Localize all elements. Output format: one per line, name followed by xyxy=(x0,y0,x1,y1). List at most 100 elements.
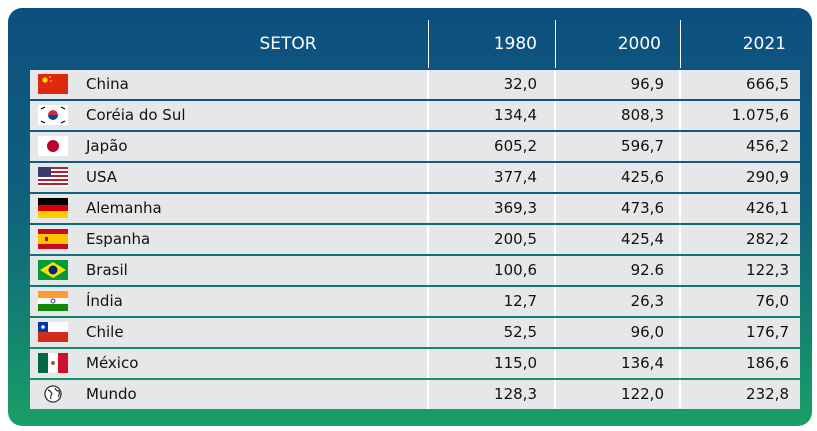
column-divider xyxy=(554,380,556,409)
column-divider xyxy=(679,101,681,130)
column-divider xyxy=(554,256,556,285)
country-name: Alemanha xyxy=(86,199,162,217)
value-cell: 100,6 xyxy=(494,261,537,279)
value-cell: 52,5 xyxy=(503,323,537,341)
flag-icon xyxy=(38,322,68,342)
flag-icon xyxy=(38,260,68,280)
value-cell: 666,5 xyxy=(746,75,789,93)
column-divider xyxy=(679,380,681,409)
column-divider xyxy=(554,132,556,161)
value-cell: 32,0 xyxy=(503,75,537,93)
country-name: Mundo xyxy=(86,385,137,403)
column-divider xyxy=(554,318,556,347)
table-card: SETOR 1980 2000 2021 China 32,0 96,9 666,5 C… xyxy=(8,8,812,426)
column-divider xyxy=(427,225,429,254)
column-divider xyxy=(427,318,429,347)
column-divider xyxy=(679,349,681,378)
flag-icon xyxy=(38,198,68,218)
country-name: Índia xyxy=(86,292,123,310)
column-divider xyxy=(427,380,429,409)
value-cell: 12,7 xyxy=(503,292,537,310)
column-divider xyxy=(427,132,429,161)
header-divider xyxy=(680,20,681,68)
table-row: Índia 12,7 26,3 76,0 xyxy=(30,287,800,316)
value-cell: 128,3 xyxy=(494,385,537,403)
column-divider xyxy=(679,163,681,192)
table-row: China 32,0 96,9 666,5 xyxy=(30,70,800,99)
column-divider xyxy=(679,225,681,254)
column-divider xyxy=(679,318,681,347)
column-divider xyxy=(427,70,429,99)
column-divider xyxy=(427,349,429,378)
column-divider xyxy=(554,101,556,130)
table-row: Mundo 128,3 122,0 232,8 xyxy=(30,380,800,409)
country-name: Chile xyxy=(86,323,124,341)
value-cell: 92.6 xyxy=(630,261,664,279)
value-cell: 473,6 xyxy=(621,199,664,217)
value-cell: 96,0 xyxy=(630,323,664,341)
value-cell: 232,8 xyxy=(746,385,789,403)
value-cell: 176,7 xyxy=(746,323,789,341)
header-divider xyxy=(555,20,556,68)
header-divider xyxy=(428,20,429,68)
table-row: Brasil 100,6 92.6 122,3 xyxy=(30,256,800,285)
column-divider xyxy=(427,287,429,316)
value-cell: 456,2 xyxy=(746,137,789,155)
column-divider xyxy=(679,132,681,161)
flag-icon xyxy=(44,385,62,403)
flag-icon xyxy=(38,136,68,156)
column-divider xyxy=(554,194,556,223)
country-name: Japão xyxy=(86,137,128,155)
table-row: Alemanha 369,3 473,6 426,1 xyxy=(30,194,800,223)
country-name: USA xyxy=(86,168,118,186)
value-cell: 76,0 xyxy=(755,292,789,310)
value-cell: 200,5 xyxy=(494,230,537,248)
country-name: Brasil xyxy=(86,261,128,279)
value-cell: 115,0 xyxy=(494,354,537,372)
table-row: México 115,0 136,4 186,6 xyxy=(30,349,800,378)
column-divider xyxy=(427,163,429,192)
country-name: Coréia do Sul xyxy=(86,106,186,124)
flag-icon xyxy=(38,353,68,373)
value-cell: 134,4 xyxy=(494,106,537,124)
country-name: China xyxy=(86,75,129,93)
table-row: Japão 605,2 596,7 456,2 xyxy=(30,132,800,161)
value-cell: 425,4 xyxy=(621,230,664,248)
value-cell: 96,9 xyxy=(630,75,664,93)
table-row: Chile 52,5 96,0 176,7 xyxy=(30,318,800,347)
value-cell: 282,2 xyxy=(746,230,789,248)
column-divider xyxy=(679,194,681,223)
column-divider xyxy=(679,256,681,285)
flag-icon xyxy=(38,291,68,311)
value-cell: 122,3 xyxy=(746,261,789,279)
header-cell: SETOR xyxy=(259,34,317,54)
column-divider xyxy=(679,70,681,99)
column-divider xyxy=(554,70,556,99)
header-cell: 1980 xyxy=(493,34,537,54)
value-cell: 369,3 xyxy=(494,199,537,217)
flag-icon xyxy=(38,105,68,125)
table-row: Espanha 200,5 425,4 282,2 xyxy=(30,225,800,254)
value-cell: 425,6 xyxy=(621,168,664,186)
column-divider xyxy=(554,349,556,378)
value-cell: 122,0 xyxy=(621,385,664,403)
country-name: México xyxy=(86,354,139,372)
flag-icon xyxy=(38,167,68,187)
header-cell: 2021 xyxy=(742,34,786,54)
value-cell: 290,9 xyxy=(746,168,789,186)
value-cell: 186,6 xyxy=(746,354,789,372)
value-cell: 136,4 xyxy=(621,354,664,372)
flag-icon xyxy=(38,74,68,94)
value-cell: 377,4 xyxy=(494,168,537,186)
header-cell: 2000 xyxy=(617,34,661,54)
value-cell: 605,2 xyxy=(494,137,537,155)
column-divider xyxy=(427,101,429,130)
value-cell: 808,3 xyxy=(621,106,664,124)
value-cell: 596,7 xyxy=(621,137,664,155)
country-name: Espanha xyxy=(86,230,151,248)
value-cell: 26,3 xyxy=(630,292,664,310)
column-divider xyxy=(554,163,556,192)
column-divider xyxy=(679,287,681,316)
value-cell: 1.075,6 xyxy=(731,106,789,124)
column-divider xyxy=(554,225,556,254)
